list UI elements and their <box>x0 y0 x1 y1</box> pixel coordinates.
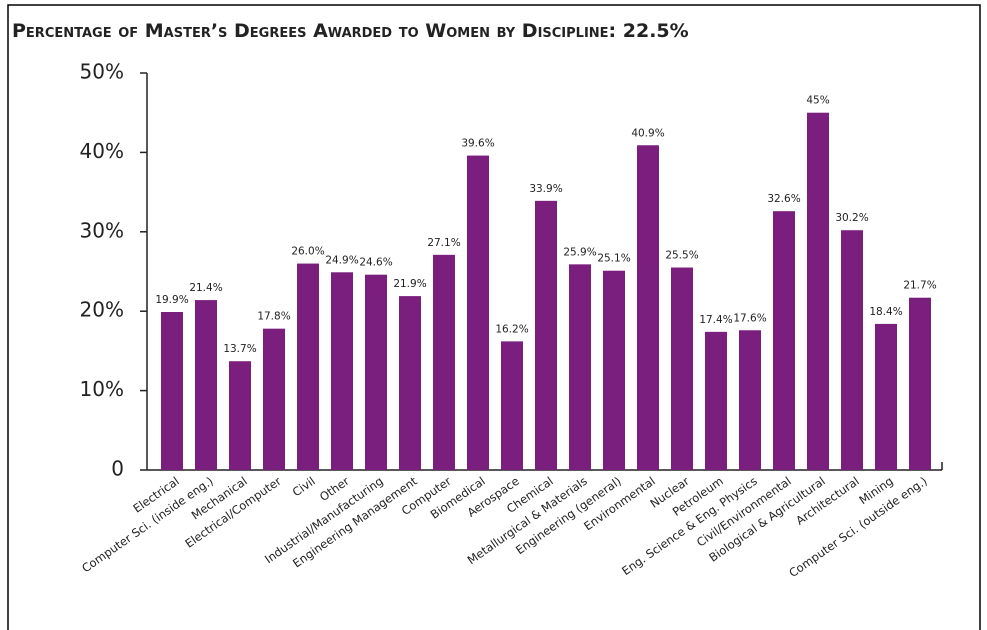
y-tick-label: 10% <box>80 377 124 401</box>
bar <box>909 297 931 470</box>
bar <box>773 211 795 470</box>
bar <box>807 112 829 470</box>
y-tick-label: 20% <box>80 298 124 322</box>
bar <box>467 155 489 471</box>
bar <box>841 230 863 470</box>
value-label: 13.7% <box>223 343 256 355</box>
bar <box>263 328 285 470</box>
bar <box>603 270 625 470</box>
bar <box>501 341 523 470</box>
chart-title: Percentage of Master’s Degrees Awarded t… <box>12 20 689 42</box>
value-label: 21.7% <box>903 280 936 292</box>
y-tick-label: 30% <box>80 218 124 242</box>
bar <box>739 330 761 470</box>
value-label: 30.2% <box>835 212 868 224</box>
bar <box>331 272 353 470</box>
value-label: 24.6% <box>359 257 392 269</box>
value-label: 18.4% <box>869 306 902 318</box>
bar <box>569 264 591 470</box>
value-label: 45% <box>806 95 829 107</box>
bar <box>229 361 251 470</box>
bar <box>433 254 455 470</box>
bar <box>297 263 319 470</box>
bar <box>671 267 693 470</box>
x-tick-label: Computer Sci. (inside eng.) <box>79 474 216 575</box>
value-label: 19.9% <box>155 294 188 306</box>
value-label: 21.4% <box>189 282 222 294</box>
bar <box>637 145 659 470</box>
bar <box>535 200 557 471</box>
bar <box>875 323 897 470</box>
value-label: 27.1% <box>427 237 460 249</box>
value-label: 33.9% <box>529 183 562 195</box>
x-tick-label: Civil <box>290 474 318 499</box>
value-label: 26.0% <box>291 246 324 258</box>
value-label: 17.8% <box>257 311 290 323</box>
value-label: 32.6% <box>767 193 800 205</box>
value-label: 16.2% <box>495 323 528 335</box>
value-label: 24.9% <box>325 254 358 266</box>
value-label: 39.6% <box>461 138 494 150</box>
bar <box>195 300 217 470</box>
y-tick-label: 50% <box>80 60 124 84</box>
y-tick-label: 0 <box>111 457 124 481</box>
bar <box>399 296 421 470</box>
frame <box>7 4 981 630</box>
bar <box>365 274 387 470</box>
bar <box>705 331 727 470</box>
value-label: 25.9% <box>563 246 596 258</box>
value-label: 17.4% <box>699 314 732 326</box>
value-label: 25.1% <box>597 253 630 265</box>
value-label: 40.9% <box>631 127 664 139</box>
value-label: 21.9% <box>393 278 426 290</box>
value-label: 17.6% <box>733 312 766 324</box>
bar <box>161 311 183 470</box>
y-tick-label: 40% <box>80 139 124 163</box>
value-label: 25.5% <box>665 250 698 262</box>
